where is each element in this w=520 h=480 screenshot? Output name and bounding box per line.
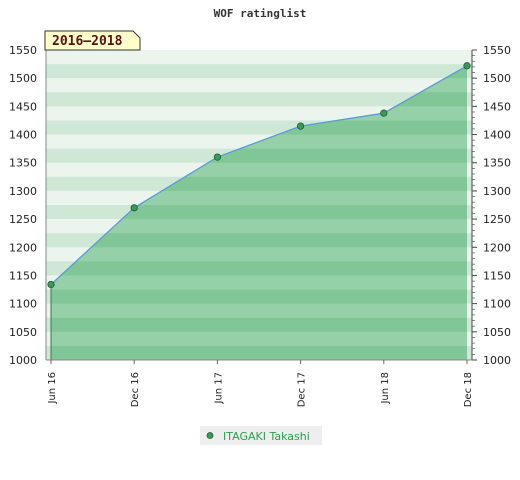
y-tick-label-left: 1100 <box>9 298 37 311</box>
period-label: 2016–2018 <box>52 34 123 49</box>
x-tick-label: Dec 18 <box>463 372 474 407</box>
y-tick-label-right: 1400 <box>483 129 511 142</box>
x-tick-label: Jun 18 <box>380 372 391 405</box>
y-axis-right: 1000 1050 1100 1150 1200 1250 1300 1350 1400 1450… <box>472 44 511 367</box>
y-tick-label-right: 1500 <box>483 72 511 85</box>
data-point <box>130 204 138 212</box>
data-point <box>296 122 305 130</box>
background-band <box>46 92 472 107</box>
data-point <box>213 153 221 161</box>
y-axis-left: 1000 1050 1100 1150 1200 1250 1300 1350 1400 1450… <box>9 44 37 367</box>
y-tick-label-left: 1200 <box>9 241 37 254</box>
legend-box <box>200 426 322 445</box>
y-tick-label-right: 1100 <box>483 298 511 311</box>
y-tick-label-left: 1450 <box>9 100 37 113</box>
x-tick-label: Dec 17 <box>297 372 308 407</box>
series-line-layer <box>50 65 468 360</box>
background-band <box>46 78 472 93</box>
y-tick-label-left: 1500 <box>9 72 37 85</box>
y-tick-label-right: 1200 <box>483 241 511 254</box>
y-tick-label-left: 1150 <box>9 269 37 282</box>
series-line <box>50 65 468 285</box>
y-tick-label-right: 1250 <box>483 213 511 226</box>
y-tick-label-left: 1300 <box>9 185 37 198</box>
y-tick-label-right: 1000 <box>483 354 511 367</box>
chart-title: WOF ratinglist <box>214 7 307 20</box>
x-tick-label: Dec 16 <box>130 372 141 407</box>
area-stripe <box>51 275 467 290</box>
x-tick-label: Jun 17 <box>213 372 224 405</box>
series-markers <box>47 62 471 289</box>
y-tick-label-right: 1350 <box>483 157 511 170</box>
background-band <box>46 64 472 79</box>
y-tick-label-left: 1550 <box>9 44 37 57</box>
background-band <box>46 50 472 65</box>
y-tick-label-right: 1550 <box>483 44 511 57</box>
y-tick-label-right: 1050 <box>483 326 511 339</box>
y-tick-label-left: 1400 <box>9 129 37 142</box>
data-point <box>380 109 388 117</box>
area-stripe <box>51 331 467 346</box>
legend: ITAGAKI Takashi <box>200 426 322 445</box>
period-badge-box <box>44 30 141 51</box>
y-tick-label-right: 1450 <box>483 100 511 113</box>
period-badge: 2016–2018 <box>44 30 141 51</box>
legend-marker <box>206 432 214 439</box>
area-stripe <box>51 303 467 318</box>
area-stripe <box>51 219 467 234</box>
y-tick-label-left: 1250 <box>9 213 37 226</box>
x-tick-label: Jun 16 <box>47 372 58 405</box>
area-stripe <box>51 247 467 262</box>
data-point <box>47 280 55 289</box>
axes <box>45 50 473 361</box>
y-tick-label-right: 1300 <box>483 185 511 198</box>
y-tick-label-left: 1000 <box>9 354 37 367</box>
data-point <box>463 62 471 70</box>
y-tick-label-left: 1050 <box>9 326 37 339</box>
legend-label: ITAGAKI Takashi <box>223 430 310 443</box>
y-tick-label-right: 1150 <box>483 269 511 282</box>
y-tick-label-left: 1350 <box>9 157 37 170</box>
x-axis: Jun 16 Dec 16 Jun 17 Dec 17 Jun 18 Dec 18 <box>47 360 474 407</box>
series-area <box>51 65 467 361</box>
